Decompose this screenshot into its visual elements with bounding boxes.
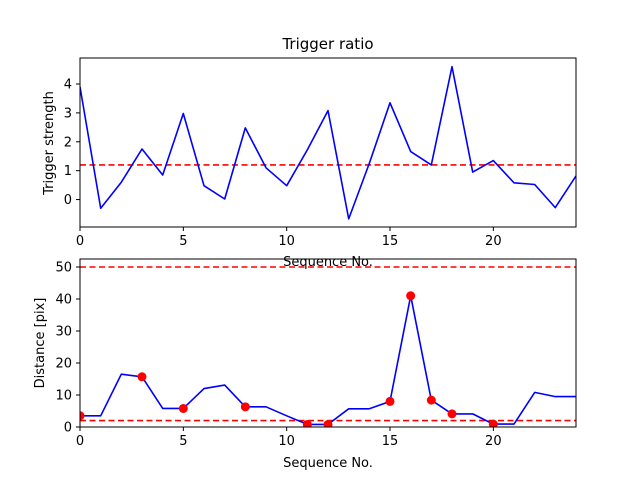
y-axis-label-trigger-strength: Trigger strength	[42, 91, 57, 196]
y-tick-label: 40	[55, 293, 72, 308]
data-point-marker	[240, 402, 250, 412]
plot-frame	[79, 57, 577, 228]
x-tick-label: 0	[76, 234, 84, 249]
data-point-marker	[426, 395, 436, 405]
y-tick-label: 30	[55, 325, 72, 340]
data-point-marker	[323, 419, 333, 427]
x-tick-label: 0	[76, 434, 84, 449]
x-tick-label: 15	[382, 234, 399, 249]
y-axis-label-distance: Distance [pix]	[33, 298, 48, 389]
x-tick-label: 5	[179, 434, 187, 449]
y-tick-label: 0	[64, 421, 72, 436]
x-tick-label: 20	[485, 234, 502, 249]
x-tick-label: 5	[179, 234, 187, 249]
data-point-marker	[178, 403, 188, 413]
trigger-ratio-chart: 0 5 10 15 20 0 1 2 3 4	[64, 57, 577, 249]
data-point-marker	[406, 291, 416, 301]
plot-frame	[79, 258, 577, 428]
distance-chart: 0 5 10 15 20 0 10 20 30 40 50	[55, 258, 577, 449]
series-line-0	[80, 294, 576, 426]
y-tick-label: 2	[64, 135, 72, 150]
data-point-marker	[80, 411, 85, 421]
y-tick-label: 0	[64, 193, 72, 208]
y-tick-label: 10	[55, 389, 72, 404]
data-point-marker	[137, 372, 147, 382]
plot-area	[80, 266, 576, 427]
plot-area	[80, 65, 576, 220]
y-tick-label: 4	[64, 78, 72, 93]
series-line-0	[80, 65, 576, 220]
data-point-marker	[488, 419, 498, 427]
y-tick-label: 20	[55, 357, 72, 372]
x-tick-label: 20	[485, 434, 502, 449]
data-point-marker	[447, 409, 457, 419]
y-tick-label: 50	[55, 261, 72, 276]
x-tick-label: 10	[278, 434, 295, 449]
x-tick-label: 15	[382, 434, 399, 449]
y-tick-label: 1	[64, 164, 72, 179]
y-tick-label: 3	[64, 106, 72, 121]
x-tick-label: 10	[278, 234, 295, 249]
data-point-marker	[385, 396, 395, 406]
chart-title: Trigger ratio	[281, 35, 373, 53]
data-point-marker	[302, 419, 312, 427]
x-axis-label-bottom: Sequence No.	[283, 456, 373, 471]
